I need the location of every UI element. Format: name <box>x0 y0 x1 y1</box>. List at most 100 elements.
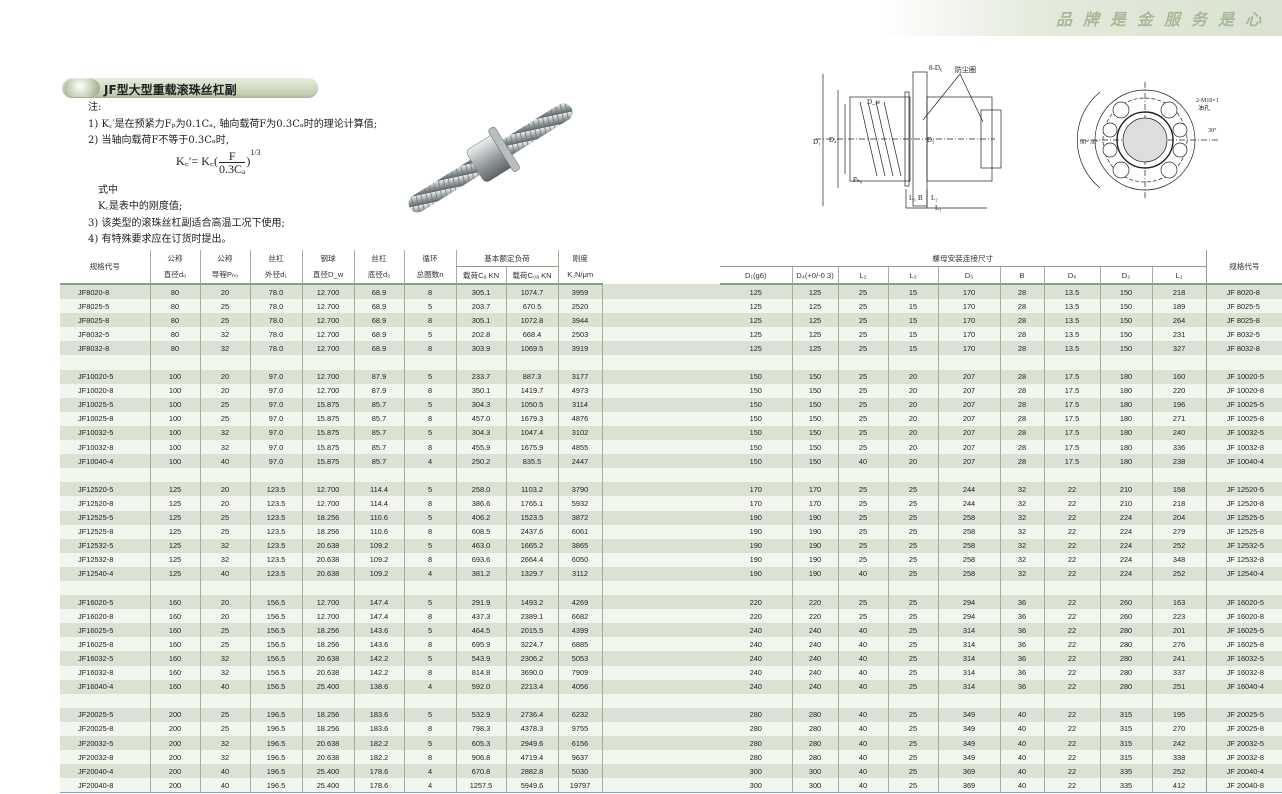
spec-code-cell: JF20025-8 <box>60 721 150 736</box>
header-gap-2 <box>602 267 720 285</box>
table-cell: 156.5 <box>249 595 302 610</box>
table-cell: 4 <box>403 566 456 581</box>
table-cell: 170 <box>791 482 838 497</box>
table-cell: 125 <box>149 524 200 539</box>
label-dw: D_w <box>867 98 882 106</box>
table-cell: 40 <box>999 778 1044 794</box>
table-cell: 25 <box>837 313 888 328</box>
table-cell <box>999 355 1044 370</box>
table-cell: 123.5 <box>249 552 302 567</box>
table-cell: 80 <box>149 341 200 356</box>
table-gap-cell <box>601 299 720 314</box>
ball-screw-photo <box>408 103 573 213</box>
table-cell: 258.0 <box>455 482 506 497</box>
header-circuits-2: 总圈数n <box>403 266 456 285</box>
table-cell <box>791 693 838 708</box>
table-cell: 605.3 <box>455 736 506 751</box>
table-cell: 455.9 <box>455 440 506 455</box>
table-cell <box>720 468 792 483</box>
table-cell: 13.5 <box>1043 341 1100 356</box>
spec-code-cell: JF 8025-8 <box>1205 313 1282 328</box>
table-gap-cell <box>601 313 720 328</box>
table-cell: 142.2 <box>353 665 404 680</box>
table-gap-cell <box>601 679 720 694</box>
table-cell <box>601 580 720 596</box>
table-cell: 40 <box>199 679 250 694</box>
table-cell: 200 <box>149 707 200 722</box>
table-cell: 150 <box>720 411 792 426</box>
table-spacer-row <box>60 468 1282 483</box>
table-cell: 97.0 <box>249 440 302 455</box>
table-cell: 251 <box>1151 679 1207 694</box>
table-cell: 17.5 <box>1043 397 1100 412</box>
table-cell: 20 <box>887 440 938 455</box>
table-cell: 1072.8 <box>505 313 558 328</box>
table-cell <box>249 693 302 708</box>
table-cell: 150 <box>791 369 838 384</box>
table-cell: 17.5 <box>1043 383 1100 398</box>
formula-lhs: K꜀′= K꜀( <box>176 154 219 168</box>
spec-code-cell: JF 16025-5 <box>1205 623 1282 638</box>
table-cell <box>791 580 838 596</box>
spec-code-cell: JF12532-8 <box>60 552 150 567</box>
table-cell: 160 <box>1151 369 1207 384</box>
table-cell: 4876 <box>557 411 602 426</box>
table-cell: 207 <box>937 397 1000 412</box>
table-cell <box>60 355 150 370</box>
table-cell: 170 <box>937 299 1000 314</box>
table-cell: 25.400 <box>301 679 354 694</box>
table-cell: 20 <box>199 595 250 610</box>
spec-code-cell: JF 12532-5 <box>1205 538 1282 553</box>
table-cell: 20 <box>887 454 938 469</box>
table-cell: 190 <box>791 538 838 553</box>
table-cell <box>403 580 456 596</box>
table-cell: 40 <box>837 665 888 680</box>
slogan-banner: 品牌是金服务是心 <box>880 0 1282 36</box>
table-gap-cell <box>601 764 720 779</box>
table-cell: 13.5 <box>1043 313 1100 328</box>
table-cell: 163 <box>1151 595 1207 610</box>
table-cell: 22 <box>1043 665 1100 680</box>
table-cell: 28 <box>999 341 1044 356</box>
table-cell: 160 <box>149 595 200 610</box>
table-cell: 12.700 <box>301 482 354 497</box>
table-cell: 5030 <box>557 764 602 779</box>
table-gap-cell <box>601 425 720 441</box>
table-cell: 3865 <box>557 538 602 553</box>
table-cell: 150 <box>791 425 838 441</box>
table-cell: 78.0 <box>249 284 302 300</box>
table-cell: 220 <box>791 595 838 610</box>
table-cell: 110.6 <box>353 524 404 539</box>
table-cell: 258 <box>937 524 1000 539</box>
table-cell: 224 <box>1099 524 1152 539</box>
table-cell: 180 <box>1099 397 1152 412</box>
table-row: JF16025-8 160 25 156.5 18.256 143.6 8 695.9 3224… <box>60 637 1282 652</box>
section-title-pill: JF型大型重载滚珠丝杠副 <box>62 78 318 98</box>
table-cell <box>1151 580 1207 596</box>
table-cell: 200 <box>149 778 200 794</box>
table-gap-cell <box>601 440 720 455</box>
table-cell: 12.700 <box>301 341 354 356</box>
table-cell: 25.400 <box>301 764 354 779</box>
table-cell: 125 <box>720 299 792 314</box>
table-cell: 15.875 <box>301 440 354 455</box>
table-cell: 150 <box>720 397 792 412</box>
table-cell <box>720 580 792 596</box>
table-cell: 8 <box>403 552 456 567</box>
table-cell: 315 <box>1099 750 1152 765</box>
table-cell: 25 <box>887 778 938 794</box>
table-cell: 25 <box>887 566 938 581</box>
table-cell: 260 <box>1099 609 1152 624</box>
table-row: JF10032-8 100 32 97.0 15.875 85.7 8 455.9 1675.9… <box>60 440 1282 455</box>
table-cell: 150 <box>791 454 838 469</box>
table-cell: 4973 <box>557 383 602 398</box>
table-cell <box>1151 355 1207 370</box>
table-row: JF20032-5 200 32 196.5 20.638 182.2 5 605.3 2949… <box>60 736 1282 751</box>
table-cell: 406.2 <box>455 510 506 525</box>
note-formula-kc: K꜀是表中的刚度值; <box>98 201 183 212</box>
header-lead-2: 导程Pₕ₀ <box>199 266 250 285</box>
table-cell: 200 <box>149 750 200 765</box>
table-cell: 412 <box>1151 778 1207 794</box>
table-row: JF8020-8 80 20 78.0 12.700 68.9 8 305.1 1074.7 39… <box>60 284 1282 300</box>
table-cell: 3102 <box>557 425 602 441</box>
